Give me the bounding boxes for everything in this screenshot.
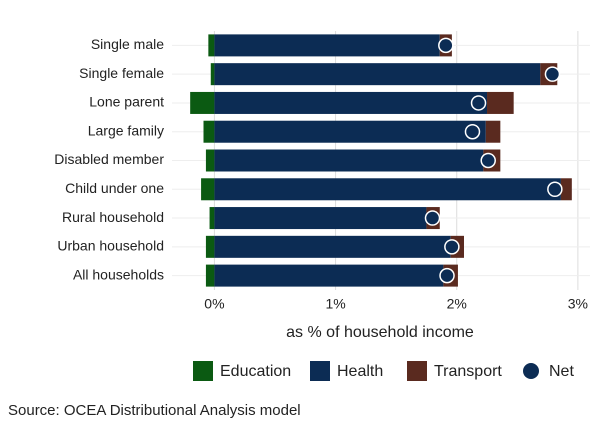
- bar-segment: [205, 149, 215, 172]
- x-tick-label: 3%: [568, 296, 588, 312]
- bar-segment: [214, 91, 488, 114]
- legend-label: Education: [220, 363, 291, 380]
- net-dot: [464, 123, 481, 140]
- y-tick-label: Disabled member: [54, 151, 164, 167]
- bar-segment: [201, 178, 215, 201]
- bar-segment: [203, 120, 215, 143]
- legend-swatch: [407, 361, 427, 381]
- net-dot: [444, 239, 460, 255]
- bar-segment: [208, 34, 215, 57]
- y-tick-label: All households: [73, 266, 164, 282]
- bar-segment: [214, 120, 486, 143]
- source-note: Source: OCEA Distributional Analysis mod…: [8, 402, 301, 419]
- legend-dot: [523, 363, 539, 379]
- x-tick-label: 2%: [447, 296, 467, 312]
- bar-segment: [214, 34, 440, 57]
- x-tick-label: 1%: [325, 296, 345, 312]
- bar-segment: [560, 178, 572, 201]
- bar-segment: [190, 91, 215, 114]
- legend-label: Health: [337, 363, 383, 380]
- bar-segment: [485, 120, 501, 143]
- net-dot: [480, 152, 496, 169]
- y-tick-label: Urban household: [57, 238, 164, 254]
- legend-label: Transport: [434, 363, 502, 380]
- bar-segment: [214, 264, 444, 287]
- bar-segment: [214, 63, 541, 86]
- net-dot: [544, 66, 561, 82]
- y-tick-label: Single male: [91, 36, 164, 52]
- net-dot: [470, 95, 487, 111]
- net-dot: [547, 181, 563, 198]
- legend-swatch: [193, 361, 213, 381]
- y-tick-label: Rural household: [62, 209, 164, 225]
- bar-segment: [487, 91, 514, 114]
- x-tick-label: 0%: [204, 296, 224, 312]
- net-dot: [424, 210, 441, 226]
- legend-label: Net: [549, 363, 574, 380]
- y-tick-label: Lone parent: [89, 94, 164, 110]
- bar-segment: [214, 149, 484, 172]
- y-tick-label: Large family: [88, 122, 164, 138]
- bar-segment: [205, 264, 215, 287]
- legend-swatch: [310, 361, 330, 381]
- y-tick-label: Child under one: [65, 180, 164, 196]
- y-tick-label: Single female: [79, 65, 164, 81]
- net-dot: [439, 267, 455, 284]
- bar-segment: [214, 178, 561, 201]
- x-axis-label: as % of household income: [286, 324, 474, 341]
- net-dot: [438, 37, 454, 54]
- bar-segment: [209, 207, 215, 230]
- bar-segment: [214, 235, 451, 258]
- bar-segment: [210, 63, 215, 86]
- bar-segment: [214, 207, 427, 230]
- bar-segment: [205, 235, 215, 258]
